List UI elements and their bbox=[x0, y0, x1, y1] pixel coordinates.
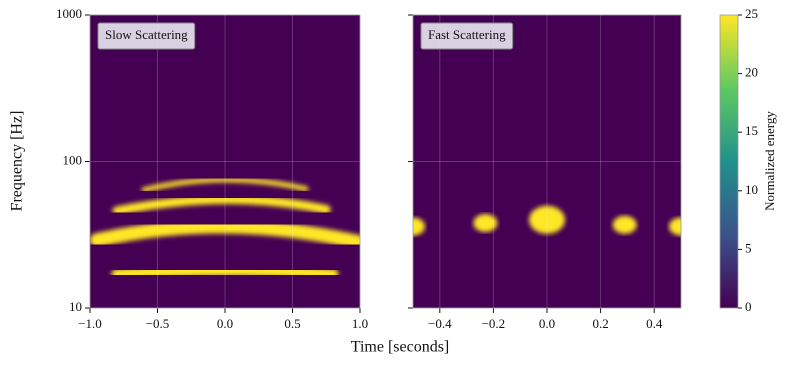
arch bbox=[111, 265, 339, 280]
x-tick-label: 0.5 bbox=[284, 316, 300, 331]
x-tick-label: −0.2 bbox=[482, 316, 506, 331]
panel-title-box bbox=[97, 22, 196, 50]
plot-frame bbox=[89, 14, 361, 309]
blob bbox=[473, 214, 498, 233]
plot-marks bbox=[90, 177, 360, 280]
arch bbox=[112, 195, 331, 216]
blob bbox=[413, 217, 425, 236]
panel-title: Fast Scattering bbox=[428, 27, 506, 42]
plot-background bbox=[90, 15, 360, 308]
x-tick-label: 0.0 bbox=[539, 316, 555, 331]
x-tick-label: 0.0 bbox=[217, 316, 233, 331]
y-tick-label: 10 bbox=[69, 299, 82, 314]
blob bbox=[529, 205, 565, 234]
y-tick-label: 100 bbox=[63, 152, 83, 167]
colorbar-tick-label: 10 bbox=[745, 182, 758, 197]
colorbar-tick-label: 5 bbox=[745, 240, 752, 255]
plot-background bbox=[413, 15, 681, 308]
arch bbox=[141, 177, 309, 193]
x-tick-label: −0.4 bbox=[428, 316, 452, 331]
colorbar-tick-label: 25 bbox=[745, 6, 758, 21]
x-tick-label: 1.0 bbox=[352, 316, 368, 331]
x-tick-label: 0.2 bbox=[592, 316, 608, 331]
panel-title: Slow Scattering bbox=[105, 27, 188, 42]
colorbar-label: Normalized energy bbox=[762, 111, 777, 211]
colorbar bbox=[719, 14, 739, 309]
plot-frame bbox=[412, 14, 682, 309]
x-tick-label: −1.0 bbox=[78, 316, 102, 331]
y-axis-label: Frequency [Hz] bbox=[9, 111, 26, 212]
colorbar-tick-label: 0 bbox=[745, 299, 752, 314]
arch bbox=[90, 219, 360, 250]
plot-marks bbox=[413, 205, 681, 236]
x-tick-label: −0.5 bbox=[146, 316, 170, 331]
blob bbox=[612, 215, 637, 234]
colorbar-tick-label: 15 bbox=[745, 123, 758, 138]
colorbar-tick-label: 20 bbox=[745, 65, 758, 80]
x-axis-label: Time [seconds] bbox=[351, 339, 450, 356]
x-tick-label: 0.4 bbox=[646, 316, 663, 331]
blob bbox=[669, 217, 681, 236]
panel-title-box bbox=[420, 22, 514, 50]
y-tick-label: 1000 bbox=[56, 6, 82, 21]
